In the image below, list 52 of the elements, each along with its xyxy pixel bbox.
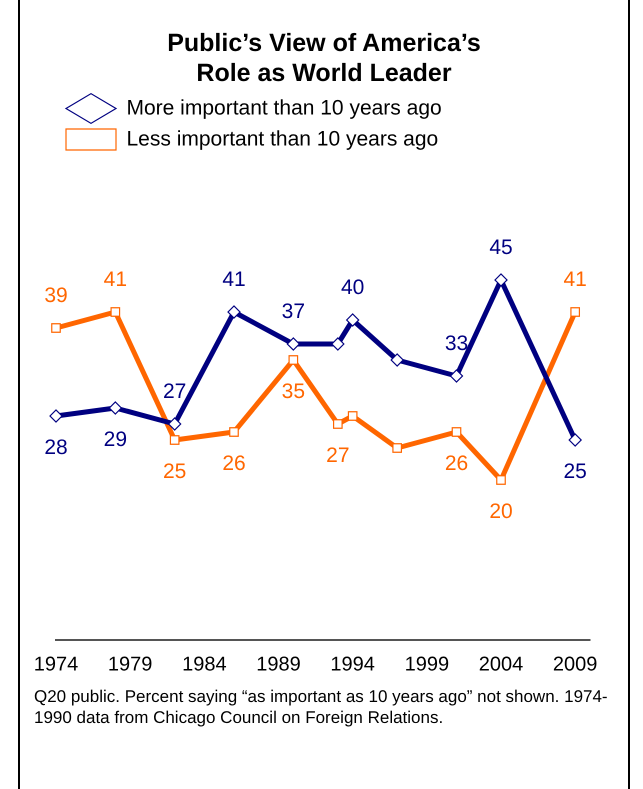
point bbox=[494, 273, 508, 287]
point bbox=[570, 307, 580, 317]
x-tick-label: 1974 bbox=[34, 654, 78, 676]
point bbox=[286, 337, 300, 351]
point bbox=[331, 337, 344, 351]
point bbox=[496, 475, 506, 485]
data-label: 39 bbox=[44, 284, 68, 307]
point bbox=[450, 369, 464, 383]
point bbox=[110, 307, 120, 317]
x-tick-label: 1984 bbox=[182, 654, 227, 676]
x-tick-label: 1979 bbox=[108, 654, 152, 676]
x-tick-label: 1999 bbox=[404, 654, 450, 676]
point bbox=[170, 435, 180, 445]
point bbox=[390, 353, 404, 367]
data-label: 41 bbox=[104, 268, 128, 291]
point bbox=[348, 411, 358, 421]
point bbox=[227, 305, 241, 319]
x-tick-label: 1994 bbox=[330, 654, 375, 676]
chart-title: Public’s View of America’s Role as World Leader bbox=[166, 28, 482, 88]
data-label: 26 bbox=[222, 452, 246, 475]
data-label: 29 bbox=[104, 428, 128, 451]
point bbox=[108, 401, 122, 415]
data-label: 41 bbox=[222, 268, 246, 291]
data-label: 27 bbox=[326, 444, 350, 467]
point bbox=[229, 427, 239, 437]
data-label: 27 bbox=[162, 380, 186, 403]
point bbox=[452, 427, 462, 437]
point bbox=[568, 433, 582, 447]
text: Q20 public. Percent saying “as important as 10 years ago” not shown. 1974-1990 data from Chicago Council on Foreign Relations. bbox=[34, 686, 609, 728]
data-label: 26 bbox=[444, 452, 468, 475]
point bbox=[168, 417, 182, 431]
point bbox=[346, 313, 360, 327]
data-label: 28 bbox=[44, 436, 68, 459]
data-label: 37 bbox=[282, 300, 306, 323]
data-label: 35 bbox=[282, 380, 306, 403]
x-tick-label: 2004 bbox=[478, 654, 524, 676]
point bbox=[49, 409, 63, 423]
x-tick-label: 1989 bbox=[256, 654, 301, 676]
point bbox=[288, 355, 298, 365]
point bbox=[392, 443, 402, 453]
data-label: 33 bbox=[444, 332, 468, 355]
point bbox=[51, 323, 61, 333]
data-label: 25 bbox=[162, 460, 186, 483]
x-tick-label: 2009 bbox=[552, 654, 598, 676]
point bbox=[332, 419, 343, 429]
data-label: 41 bbox=[563, 268, 587, 291]
data-label: 45 bbox=[489, 236, 513, 259]
data-label: 25 bbox=[563, 460, 587, 483]
legend-label: More important than 10 years ago bbox=[126, 96, 442, 120]
legend-label: Less important than 10 years ago bbox=[126, 127, 438, 150]
data-label: 40 bbox=[340, 276, 364, 299]
data-label: 20 bbox=[489, 500, 513, 523]
